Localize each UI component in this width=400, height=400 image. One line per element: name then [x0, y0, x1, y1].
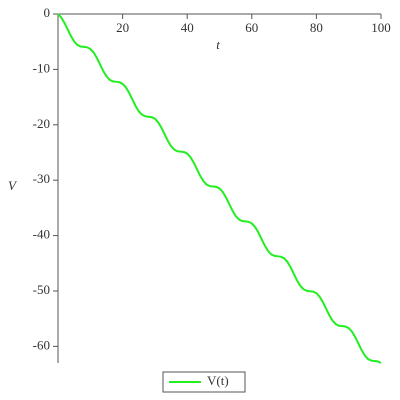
- y-tick-label: -60: [33, 337, 50, 352]
- y-tick-label: -20: [33, 116, 50, 131]
- y-tick-label: 0: [44, 5, 51, 20]
- y-tick-label: -30: [33, 171, 50, 186]
- y-tick-label: -40: [33, 227, 50, 242]
- x-tick-label: 80: [310, 20, 323, 35]
- legend-label: V(t): [207, 373, 229, 388]
- x-tick-label: 20: [116, 20, 129, 35]
- y-tick-label: -10: [33, 60, 50, 75]
- x-tick-label: 100: [371, 20, 391, 35]
- x-tick-label: 40: [181, 20, 194, 35]
- y-tick-label: -50: [33, 282, 50, 297]
- x-tick-label: 60: [245, 20, 258, 35]
- line: [57, 13, 382, 364]
- legend-box: [162, 371, 246, 393]
- x-axis-label: t: [216, 37, 220, 52]
- y-axis-label: V: [8, 178, 18, 193]
